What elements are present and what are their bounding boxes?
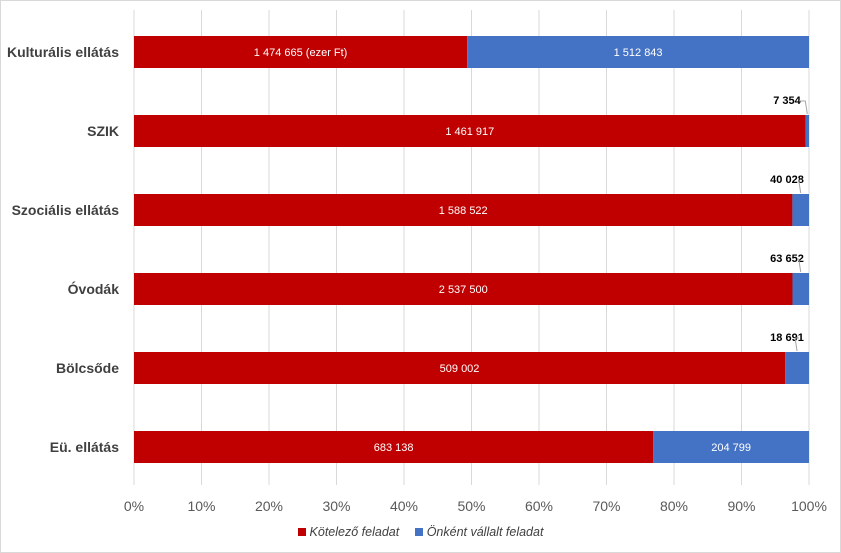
bar-onkent: [785, 352, 809, 384]
data-label-onkent: 63 652: [770, 253, 804, 265]
bar-kotelezo: [134, 273, 793, 305]
legend-swatch-kotelezo: [297, 528, 306, 536]
data-label-kotelezo: 2 537 500: [439, 284, 488, 296]
x-tick-label: 90%: [727, 498, 755, 514]
data-label-kotelezo: 1 474 665 (ezer Ft): [254, 47, 348, 59]
legend: Kötelező feladat Önként vállalt feladat: [0, 525, 841, 539]
leader-line: [798, 258, 802, 273]
data-label-onkent: 204 799: [711, 442, 751, 454]
legend-swatch-onkent: [414, 528, 423, 536]
x-tick-label: 30%: [322, 498, 350, 514]
x-tick-label: 20%: [255, 498, 283, 514]
bar-kotelezo: [134, 36, 468, 68]
data-label-kotelezo: 1 588 522: [439, 205, 488, 217]
data-label-onkent: 1 512 843: [614, 47, 663, 59]
x-tick-label: 80%: [660, 498, 688, 514]
legend-label-kotelezo: Kötelező feladat: [309, 525, 400, 539]
leader-line: [794, 337, 799, 352]
data-label-kotelezo: 1 461 917: [445, 126, 494, 138]
data-label-kotelezo: 683 138: [374, 442, 414, 454]
data-label-onkent: 7 354: [773, 95, 801, 107]
bar-onkent: [805, 115, 809, 147]
bar-kotelezo: [134, 352, 786, 384]
data-label-onkent: 40 028: [770, 174, 804, 186]
x-tick-label: 100%: [791, 498, 827, 514]
x-tick-label: 10%: [187, 498, 215, 514]
x-tick-label: 70%: [592, 498, 620, 514]
leader-line: [798, 179, 802, 194]
category-label: Bölcsőde: [56, 360, 119, 376]
bar-onkent: [792, 273, 809, 305]
bar-kotelezo: [134, 115, 806, 147]
x-tick-label: 40%: [390, 498, 418, 514]
leader-line: [799, 100, 808, 115]
legend-label-onkent: Önként vállalt feladat: [426, 525, 544, 539]
x-tick-label: 50%: [457, 498, 485, 514]
x-tick-label: 60%: [525, 498, 553, 514]
bar-onkent: [792, 194, 809, 226]
bar-kotelezo: [134, 194, 793, 226]
x-tick-label: 0%: [124, 498, 144, 514]
category-label: SZIK: [87, 123, 119, 139]
data-label-kotelezo: 509 002: [440, 363, 480, 375]
bar-kotelezo: [134, 431, 654, 463]
category-label: Szociális ellátás: [12, 202, 120, 218]
category-label: Eü. ellátás: [50, 439, 119, 455]
bar-onkent: [653, 431, 809, 463]
bar-onkent: [467, 36, 809, 68]
category-label: Kulturális ellátás: [7, 44, 119, 60]
legend-item-kotelezo: Kötelező feladat: [297, 525, 400, 539]
legend-item-onkent: Önként vállalt feladat: [414, 525, 544, 539]
category-label: Óvodák: [68, 280, 120, 297]
